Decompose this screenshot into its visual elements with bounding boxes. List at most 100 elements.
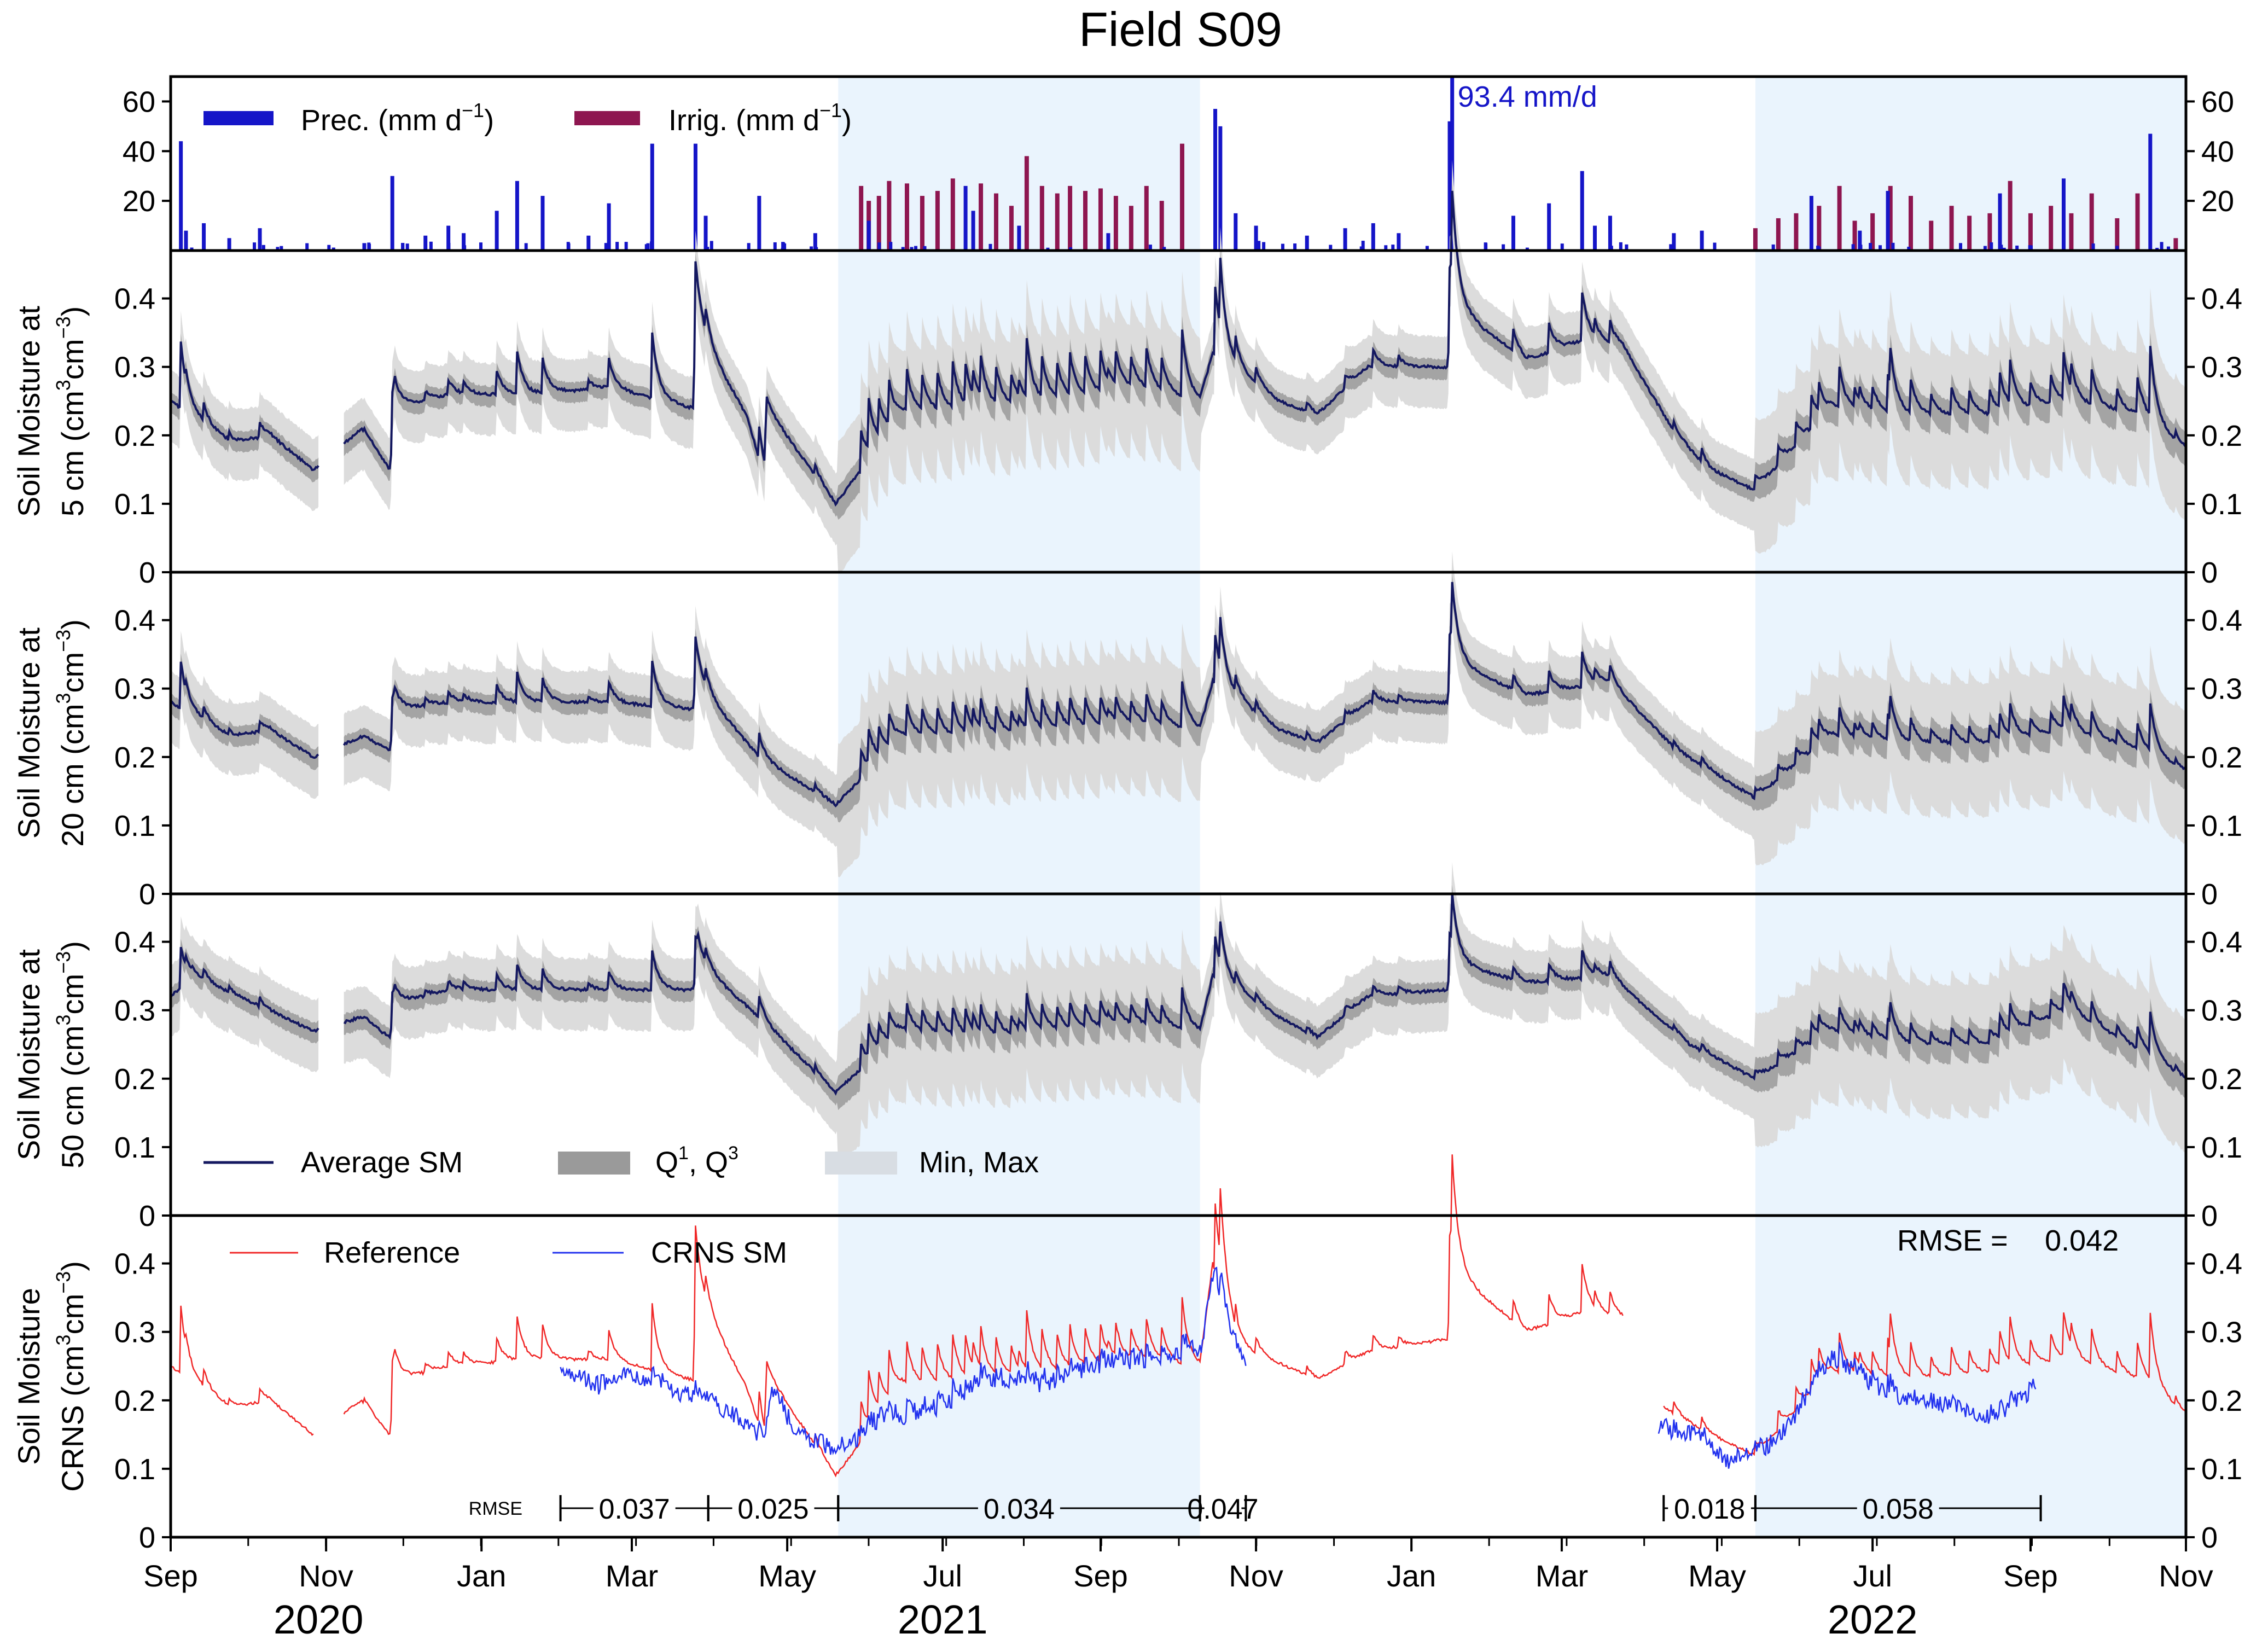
x-tick-label: Sep xyxy=(2003,1559,2058,1593)
y-axis-label-line1: Soil Moisture at xyxy=(11,949,46,1160)
irrigation-bar xyxy=(2135,193,2140,251)
precipitation-bar xyxy=(650,246,654,251)
y-tick-label: 0 xyxy=(139,556,155,589)
average-sm-line xyxy=(170,893,2186,1096)
precipitation-bar xyxy=(988,243,992,251)
y-tick-label-right: 0.2 xyxy=(2201,741,2242,774)
y-tick-label-right: 0.2 xyxy=(2201,420,2242,452)
sm-20cm-panel xyxy=(170,551,2187,877)
y-tick-label-right: 0.1 xyxy=(2201,1131,2242,1164)
irrigation-bar xyxy=(935,190,940,251)
precipitation-legend-swatch xyxy=(203,111,274,125)
precipitation-bar xyxy=(1592,225,1597,251)
precipitation-bar xyxy=(332,247,335,251)
y-tick-label: 0.2 xyxy=(114,1063,155,1096)
precipitation-bar xyxy=(2115,246,2119,251)
precipitation-bar xyxy=(1447,121,1452,251)
irrigation-bar xyxy=(859,185,864,251)
precipitation-bar xyxy=(179,141,183,251)
panel-frames: 20 20 40 40 60 60 0 0 0.1 0.1 0.2 0.2 0.3 0.3 0.4 0.4 So… xyxy=(11,75,2242,1554)
sm-legend: Average SM Q1, Q3 Min, Max xyxy=(203,1143,1039,1179)
irrigation-bar xyxy=(1967,216,1972,251)
precipitation-bar xyxy=(1329,245,1333,251)
y-tick-label-right: 0.4 xyxy=(2201,604,2242,637)
sm-5cm-panel xyxy=(170,160,2187,573)
precipitation-bar xyxy=(1502,244,1505,251)
precipitation-bar xyxy=(1560,243,1564,251)
irrigation-bar xyxy=(876,196,881,251)
y-tick-label-right: 0.4 xyxy=(2201,1248,2242,1281)
irrigation-bar xyxy=(1753,228,1758,251)
rmse-segment: 0.018 xyxy=(1662,1493,1757,1525)
y-tick-label-right: 0.3 xyxy=(2201,673,2242,706)
y-tick-label-right: 0.1 xyxy=(2201,488,2242,521)
irrigation-bar xyxy=(2173,238,2178,251)
rmse-segment: 0.047 xyxy=(1187,1493,1259,1525)
y-tick-label: 0.3 xyxy=(114,351,155,384)
quartile-band xyxy=(171,885,2186,1111)
precipitation-bar xyxy=(1293,243,1297,251)
precipitation-bar xyxy=(815,247,818,251)
precipitation-bar xyxy=(867,220,871,251)
precipitation-bar xyxy=(1619,242,1623,251)
average-sm-line xyxy=(170,582,2187,808)
precipitation-bar xyxy=(184,230,188,251)
precipitation-bar xyxy=(276,247,280,251)
y-axis-label-line2: 50 cm (cm3cm−3) xyxy=(52,941,90,1169)
precipitation-bar xyxy=(2002,247,2006,251)
irrigation-bar xyxy=(1129,206,1133,251)
precipitation-bar xyxy=(706,247,710,251)
y-axis-label-line1: Soil Moisture xyxy=(11,1288,46,1465)
irrigation-bar xyxy=(1144,185,1149,251)
precipitation-bar xyxy=(1254,225,1258,251)
precipitation-bar xyxy=(1425,246,1429,251)
precipitation-bar xyxy=(1990,242,1993,251)
precipitation-bar xyxy=(1525,247,1529,251)
precipitation-bar xyxy=(1384,245,1388,251)
precipitation-bar xyxy=(1625,244,1629,251)
rmse-segment-value: 0.047 xyxy=(1187,1493,1258,1525)
precipitation-bar xyxy=(447,242,451,251)
precipitation-bar xyxy=(971,211,975,251)
y-tick-label: 0 xyxy=(139,878,155,911)
reference-legend-label: Reference xyxy=(324,1236,460,1269)
x-tick-label: Mar xyxy=(1536,1559,1588,1593)
precipitation-bar xyxy=(280,246,283,251)
irrigation-bar xyxy=(1852,220,1857,251)
precipitation-legend-label: Prec. (mm d−1) xyxy=(301,99,494,137)
precipitation-bar xyxy=(2167,246,2171,251)
irrigation-bar xyxy=(1929,220,1934,251)
precipitation-bar xyxy=(607,203,611,251)
rmse-segment: 0.037 xyxy=(559,1493,710,1525)
precipitation-bar xyxy=(1218,126,1223,251)
precipitation-bar xyxy=(889,242,893,251)
irrigation-bar xyxy=(2008,181,2013,251)
y-tick-label-right: 0.4 xyxy=(2201,926,2242,959)
precipitation-bar xyxy=(405,243,409,251)
precipitation-bar xyxy=(190,247,194,251)
precipitation-bar xyxy=(1999,245,2003,251)
precipitation-bar xyxy=(615,242,619,251)
irrigation-bar xyxy=(1909,196,1914,251)
irrigation-bar xyxy=(1009,206,1014,251)
y-tick-label: 0.4 xyxy=(114,283,155,316)
irrigation-bar xyxy=(1113,196,1118,251)
precipitation-bar xyxy=(390,176,394,251)
precipitation-bar xyxy=(1257,241,1261,251)
precipitation-bar xyxy=(1580,171,1584,251)
y-tick-label: 0.4 xyxy=(114,1248,155,1281)
irrigation-bar xyxy=(2049,206,2054,251)
precipitation-bar xyxy=(202,223,206,251)
y-tick-label: 0 xyxy=(139,1521,155,1554)
precipitation-bar xyxy=(1162,247,1166,251)
precipitation-bar xyxy=(1017,225,1021,251)
precipitation-bar xyxy=(2028,245,2032,251)
y-axis-label: Soil Moisture at 20 cm (cm3cm−3) xyxy=(11,619,90,847)
y-axis-label: Soil Moisture at 5 cm (cm3cm−3) xyxy=(11,306,90,517)
sm-50cm-panel xyxy=(170,862,2186,1165)
precipitation-bar xyxy=(963,185,968,251)
precipitation-bar xyxy=(604,243,608,251)
panels: 93.4 mm/d Prec. (mm d−1) Irrig. (mm d−1) Av… xyxy=(170,77,2187,1525)
